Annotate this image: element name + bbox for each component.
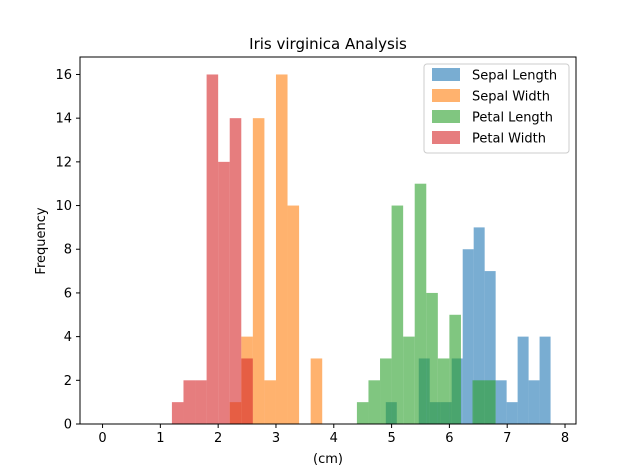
bar-sepal-width — [252, 118, 265, 425]
bar-petal-width — [195, 380, 207, 424]
x-tick-label: 5 — [387, 431, 395, 446]
bar-petal-width — [171, 402, 184, 424]
bar-sepal-length — [539, 336, 551, 424]
bar-sepal-length — [473, 227, 485, 424]
y-tick-label: 6 — [64, 286, 72, 301]
bar-petal-length — [368, 380, 381, 424]
x-tick-label: 6 — [445, 431, 453, 446]
x-tick-label: 4 — [330, 431, 338, 446]
plot-frame — [79, 56, 577, 425]
x-tick-label: 3 — [272, 431, 280, 446]
bar-sepal-width — [275, 74, 288, 424]
x-tick-label: 2 — [214, 431, 222, 446]
chart-title: Iris virginica Analysis — [249, 35, 407, 53]
histogram-bars — [171, 74, 551, 425]
y-tick-label: 8 — [64, 243, 72, 258]
x-axis-label: (cm) — [313, 452, 343, 467]
bar-sepal-length — [462, 249, 474, 424]
series-petal-width — [171, 74, 253, 425]
y-axis-label: Frequency — [34, 207, 49, 274]
x-tick-label: 7 — [503, 431, 511, 446]
bar-petal-width — [183, 380, 196, 424]
x-axis-ticks: 0 1 2 3 4 5 6 7 8 — [98, 424, 569, 446]
legend: Sepal Length Sepal Width Petal Length Petal… — [423, 63, 570, 154]
bar-petal-length — [391, 205, 404, 424]
y-tick-label: 14 — [55, 112, 72, 127]
y-tick-label: 2 — [64, 374, 72, 389]
bar-petal-length — [437, 358, 450, 424]
bar-sepal-width — [287, 205, 300, 424]
y-tick-label: 12 — [55, 155, 72, 170]
legend-swatch-sepal-length — [432, 68, 460, 81]
legend-label-sepal-length: Sepal Length — [472, 69, 557, 84]
bar-petal-width — [229, 118, 242, 425]
bar-sepal-length — [517, 336, 529, 424]
bar-petal-width — [218, 161, 230, 424]
bar-petal-length — [449, 314, 461, 424]
x-tick-label: 0 — [98, 431, 106, 446]
bar-petal-length — [414, 183, 427, 424]
bar-sepal-width — [264, 380, 276, 424]
legend-box — [423, 63, 570, 154]
bar-sepal-length — [528, 380, 540, 424]
bar-sepal-length — [495, 380, 507, 424]
legend-label-petal-width: Petal Width — [472, 132, 546, 147]
y-tick-label: 16 — [55, 68, 72, 83]
y-tick-label: 0 — [64, 418, 72, 433]
bar-petal-length — [426, 292, 438, 424]
bar-petal-length — [380, 358, 392, 424]
y-tick-label: 4 — [64, 330, 72, 345]
bar-sepal-width — [310, 358, 323, 424]
y-tick-label: 10 — [55, 199, 72, 214]
legend-label-sepal-width: Sepal Width — [472, 90, 550, 105]
bar-petal-length — [484, 380, 496, 424]
bar-petal-length — [472, 380, 485, 424]
series-petal-length — [356, 183, 496, 424]
legend-swatch-petal-length — [432, 110, 460, 123]
x-tick-label: 8 — [561, 431, 569, 446]
bar-sepal-length — [506, 402, 518, 424]
bar-petal-width — [241, 358, 253, 424]
y-axis-ticks: 0 2 4 6 8 10 12 14 16 — [55, 68, 80, 433]
bar-sepal-length — [484, 271, 496, 424]
legend-swatch-sepal-width — [432, 89, 460, 102]
legend-swatch-petal-width — [432, 131, 460, 144]
bar-petal-length — [356, 402, 369, 424]
bar-petal-width — [206, 74, 219, 424]
x-tick-label: 1 — [156, 431, 164, 446]
bar-petal-length — [403, 336, 415, 424]
legend-label-petal-length: Petal Length — [472, 111, 553, 126]
